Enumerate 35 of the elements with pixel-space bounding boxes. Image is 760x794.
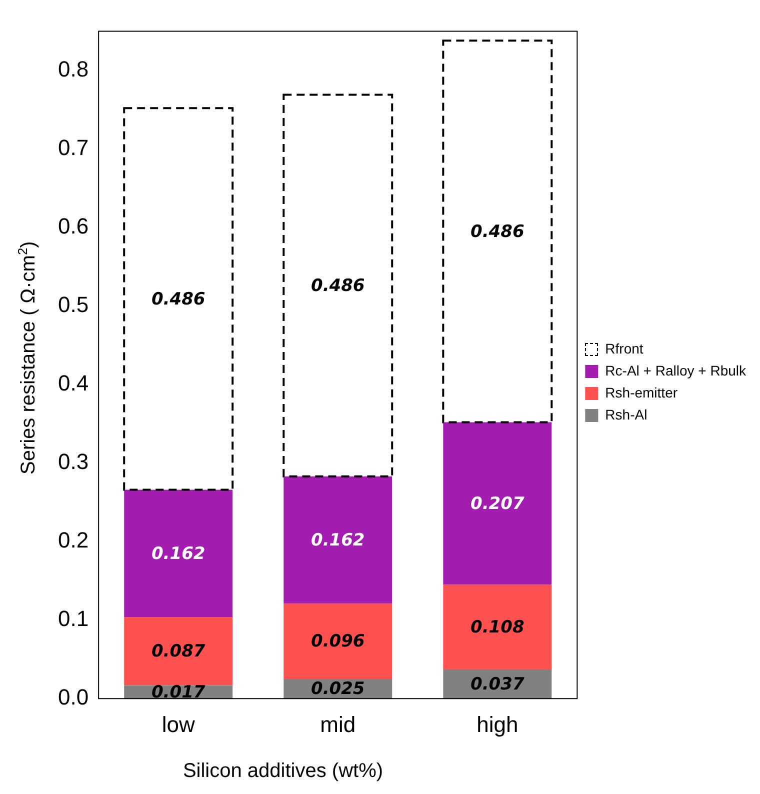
x-tick-label: mid bbox=[320, 712, 356, 737]
y-tick-label: 0.3 bbox=[58, 449, 89, 474]
bar bbox=[124, 490, 233, 617]
bar bbox=[284, 604, 392, 679]
data-label: 0.486 bbox=[151, 289, 206, 310]
bar bbox=[443, 422, 552, 585]
data-label: 0.037 bbox=[470, 674, 524, 694]
bar bbox=[284, 476, 392, 604]
bar bbox=[443, 584, 552, 670]
data-label: 0.017 bbox=[151, 682, 206, 702]
x-tick-label: low bbox=[162, 712, 195, 737]
legend-label: Rc-Al + Ralloy + Rbulk bbox=[605, 362, 747, 378]
data-label: 0.162 bbox=[151, 544, 206, 564]
y-tick-label: 0.5 bbox=[58, 292, 89, 318]
data-label: 0.025 bbox=[310, 679, 365, 700]
y-tick-label: 0.8 bbox=[58, 56, 89, 82]
y-tick-label: 0.7 bbox=[58, 135, 89, 160]
x-axis-title: Silicon additives (wt%) bbox=[182, 760, 384, 783]
data-label: 0.486 bbox=[470, 222, 524, 242]
data-label: 0.108 bbox=[470, 618, 524, 638]
bar bbox=[124, 616, 233, 686]
text: Rfront bbox=[605, 340, 644, 356]
data-label: 0.087 bbox=[151, 642, 206, 662]
legend-label: Rsh-emitter bbox=[605, 384, 678, 400]
y-tick-label: 0.2 bbox=[58, 528, 89, 553]
x-tick-label: high bbox=[476, 712, 518, 737]
legend-label: Rsh-Al bbox=[605, 406, 648, 422]
y-tick-label: 0.0 bbox=[58, 684, 89, 710]
data-label: 0.162 bbox=[310, 530, 365, 550]
data-label: 0.486 bbox=[310, 276, 365, 296]
y-tick-label: 0.6 bbox=[58, 214, 89, 239]
y-tick-label: 0.4 bbox=[58, 370, 89, 396]
data-label: 0.096 bbox=[310, 632, 365, 652]
y-tick-label: 0.1 bbox=[58, 606, 89, 632]
data-label: 0.207 bbox=[470, 494, 524, 514]
